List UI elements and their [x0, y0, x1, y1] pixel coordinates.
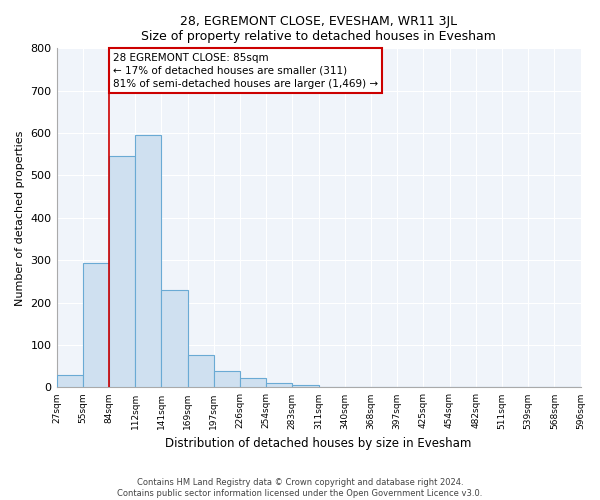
Bar	[214, 372, 240, 388]
Bar	[266, 383, 292, 388]
Title: 28, EGREMONT CLOSE, EVESHAM, WR11 3JL
Size of property relative to detached hous: 28, EGREMONT CLOSE, EVESHAM, WR11 3JL Si…	[141, 15, 496, 43]
Bar	[56, 375, 83, 388]
Bar	[135, 135, 161, 388]
Bar	[83, 263, 109, 388]
Bar	[240, 378, 266, 388]
Text: Contains HM Land Registry data © Crown copyright and database right 2024.
Contai: Contains HM Land Registry data © Crown c…	[118, 478, 482, 498]
Bar	[188, 355, 214, 388]
X-axis label: Distribution of detached houses by size in Evesham: Distribution of detached houses by size …	[166, 437, 472, 450]
Y-axis label: Number of detached properties: Number of detached properties	[15, 130, 25, 306]
Bar	[109, 156, 135, 388]
Bar	[292, 386, 319, 388]
Bar	[161, 290, 188, 388]
Text: 28 EGREMONT CLOSE: 85sqm
← 17% of detached houses are smaller (311)
81% of semi-: 28 EGREMONT CLOSE: 85sqm ← 17% of detach…	[113, 52, 378, 89]
